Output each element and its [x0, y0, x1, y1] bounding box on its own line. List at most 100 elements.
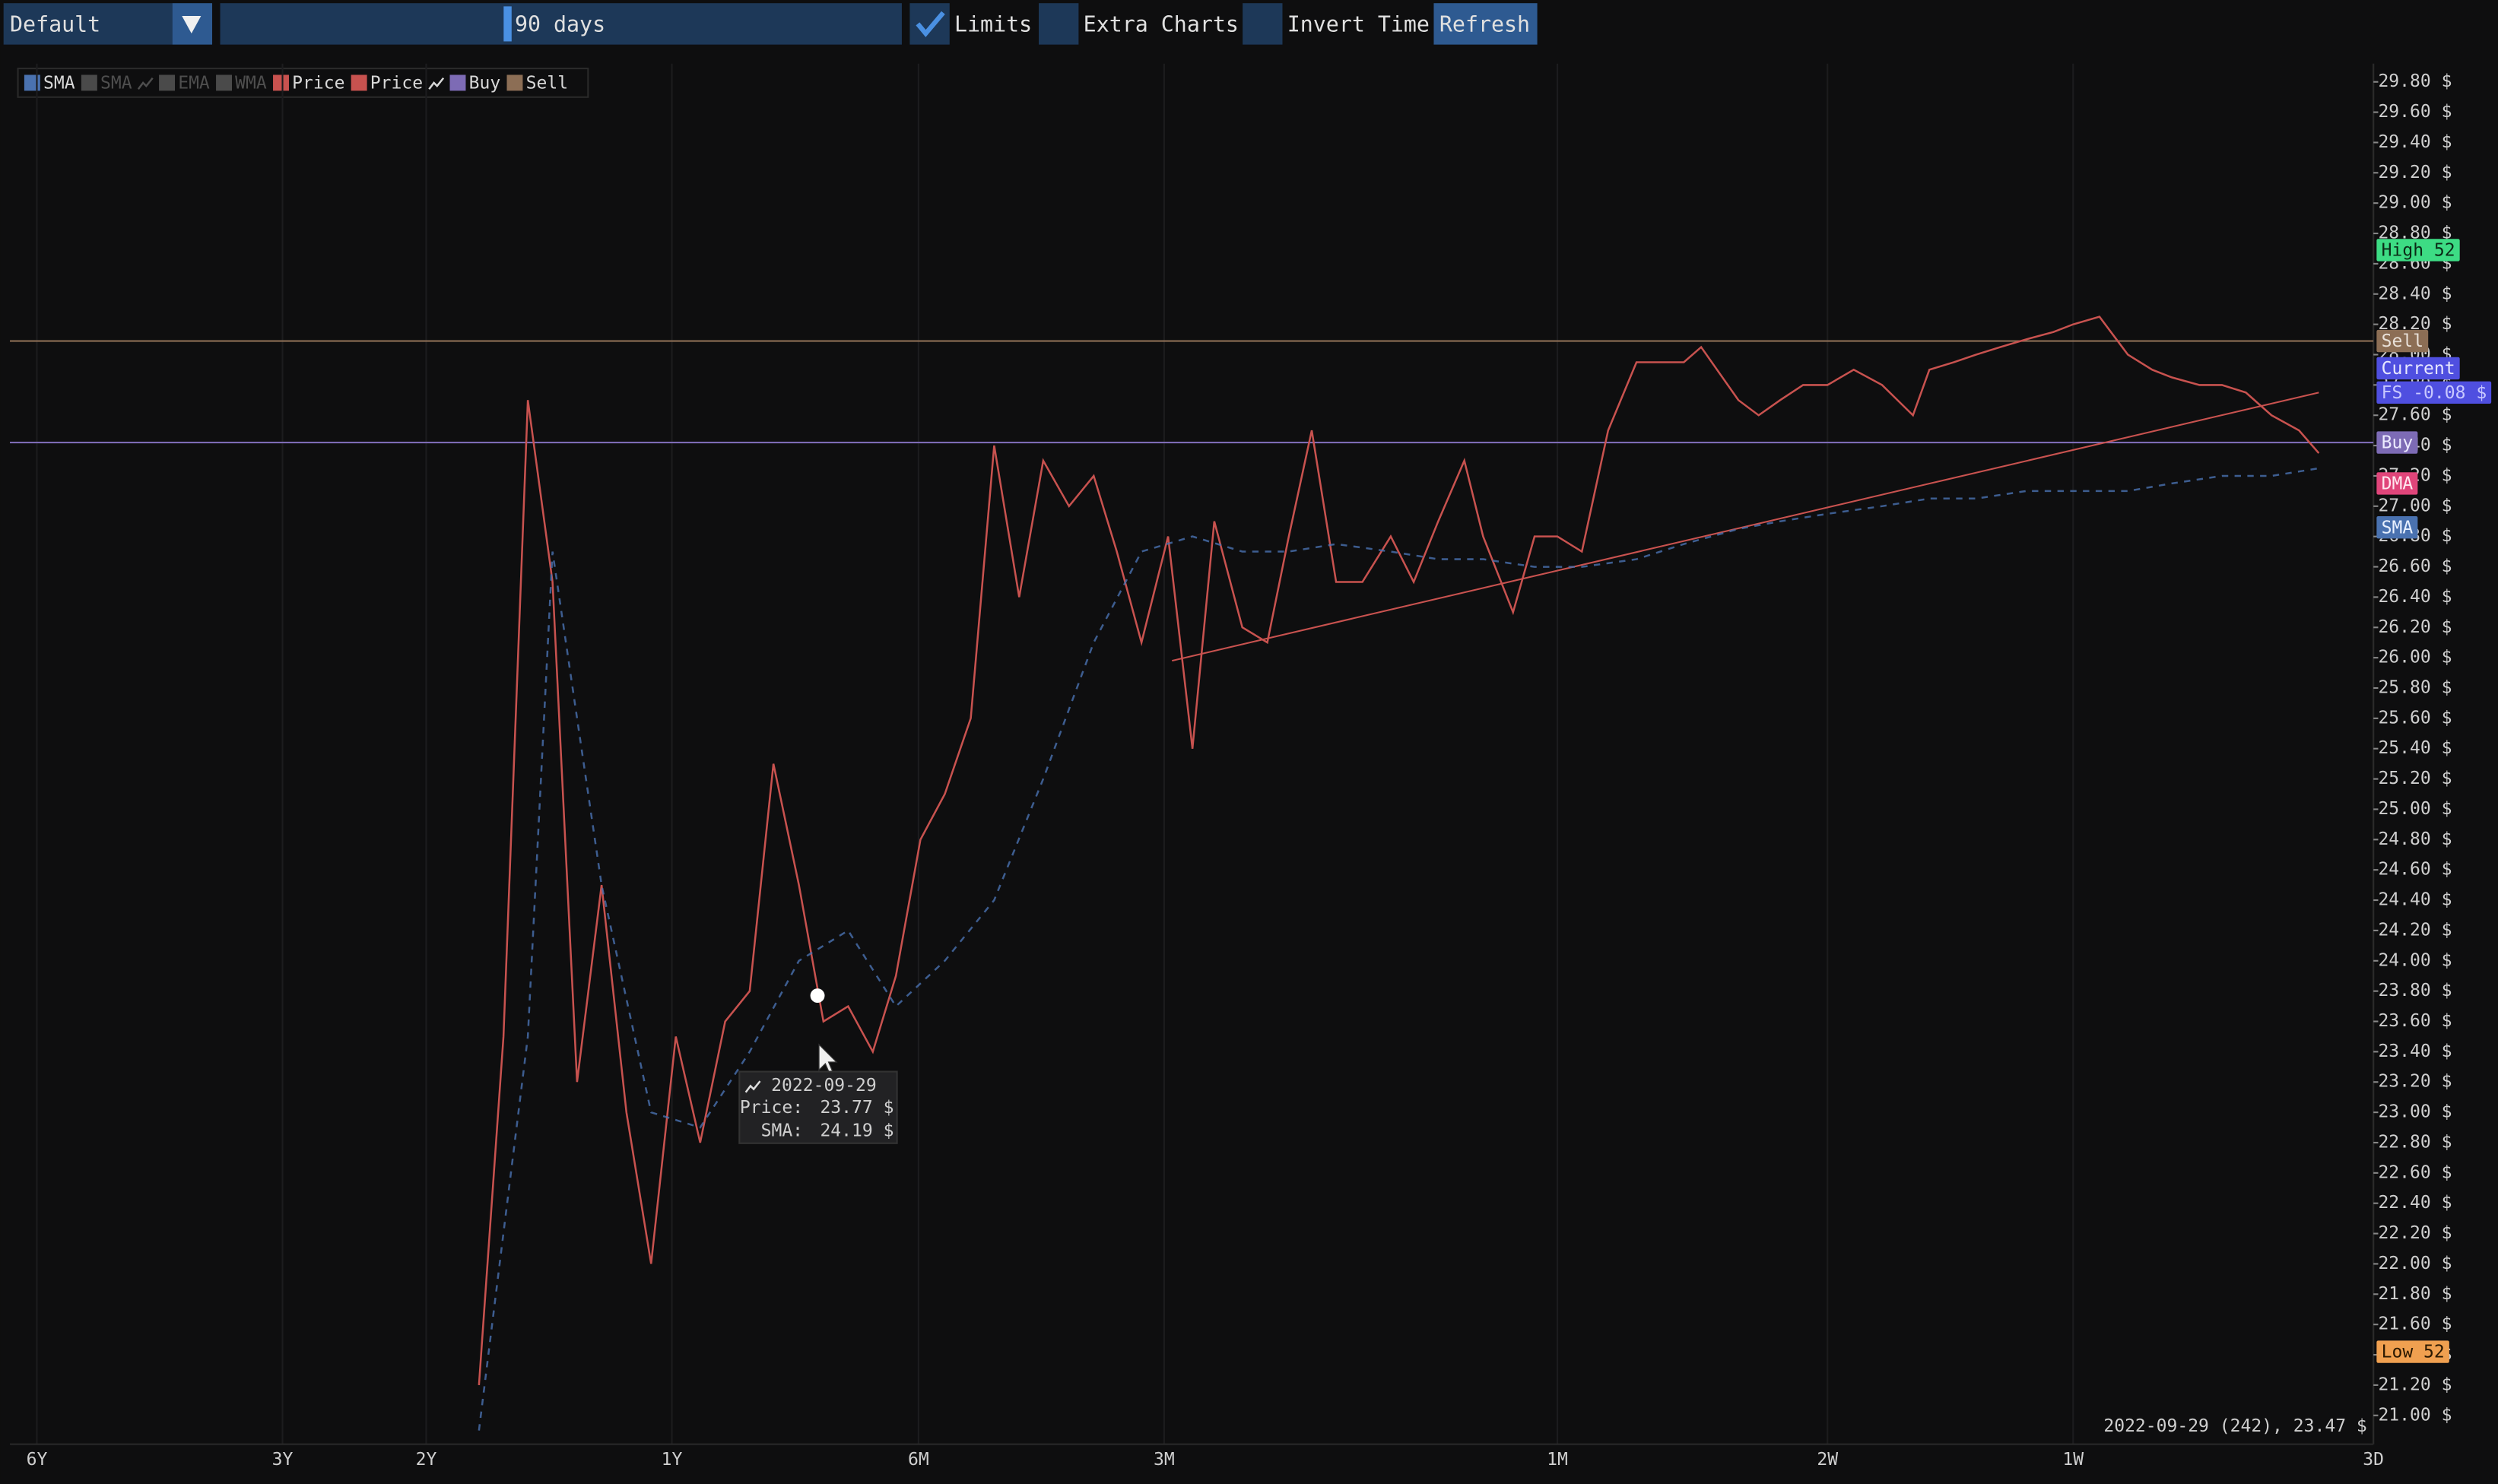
y-tick-label: 22.60 $ [2378, 1162, 2452, 1182]
refresh-button[interactable] [1433, 3, 1538, 45]
y-tick-label: 22.40 $ [2378, 1193, 2452, 1213]
y-tick-label: 27.60 $ [2378, 405, 2452, 425]
level-badge [2376, 329, 2429, 353]
series-line [478, 467, 2319, 1431]
y-tick-label: 24.60 $ [2378, 860, 2452, 880]
y-tick-label: 29.60 $ [2378, 102, 2452, 122]
y-tick-label: 25.00 $ [2378, 799, 2452, 819]
x-tick-label: 1Y [662, 1450, 683, 1470]
y-tick-label: 21.20 $ [2378, 1375, 2452, 1394]
x-tick-label: 1M [1547, 1450, 1568, 1470]
x-tick-label: 2W [1817, 1450, 1838, 1470]
legend-box [17, 68, 589, 98]
level-label: Sell [2382, 331, 2423, 351]
refresh-text: Refresh [1439, 12, 1530, 37]
y-tick-label: 21.80 $ [2378, 1284, 2452, 1304]
y-tick-label: 25.20 $ [2378, 769, 2452, 788]
legend-icon [428, 77, 445, 90]
legend-swatch[interactable] [81, 75, 97, 91]
legend-swatch[interactable] [159, 75, 176, 91]
tooltip-box [738, 1070, 898, 1144]
x-tick-label: 3Y [272, 1450, 294, 1470]
legend-swatch[interactable] [351, 75, 367, 91]
legend-label: SMA [43, 73, 75, 93]
x-tick-label: 3M [1154, 1450, 1175, 1470]
y-tick-label: 23.00 $ [2378, 1102, 2452, 1122]
range-text: 90 days [515, 12, 605, 37]
x-tick-label: 1W [2062, 1450, 2084, 1470]
legend-label: Price [292, 73, 344, 93]
checkbox[interactable] [1039, 3, 1079, 45]
checkbox[interactable] [909, 3, 950, 45]
hover-point [810, 988, 825, 1004]
y-tick-label: 29.40 $ [2378, 132, 2452, 152]
y-tick-label: 22.20 $ [2378, 1223, 2452, 1243]
legend-swatch[interactable] [449, 75, 466, 91]
y-tick-label: 25.40 $ [2378, 738, 2452, 758]
tooltip-title: 2022-09-29 [771, 1076, 877, 1096]
legend-label: Sell [526, 73, 568, 93]
y-tick-label: 23.80 $ [2378, 981, 2452, 1000]
y-tick-label: 23.60 $ [2378, 1011, 2452, 1031]
checkbox-label: Extra Charts [1084, 12, 1239, 37]
level-badge [2376, 239, 2460, 262]
level-badge [2376, 381, 2492, 404]
y-tick-label: 21.00 $ [2378, 1405, 2452, 1425]
legend-swatch[interactable] [273, 75, 289, 91]
level-label: High 52 [2382, 240, 2455, 260]
level-badge [2376, 516, 2418, 539]
x-tick-label: 2Y [416, 1450, 437, 1470]
legend-icon [137, 77, 154, 90]
y-tick-label: 23.40 $ [2378, 1042, 2452, 1061]
level-label: DMA [2382, 474, 2414, 493]
checkbox-label: Limits [954, 12, 1032, 37]
y-tick-label: 26.40 $ [2378, 587, 2452, 607]
legend-swatch[interactable] [506, 75, 523, 91]
preset-text: Default [10, 12, 100, 37]
series-line [478, 316, 2320, 1386]
tooltip-icon [744, 1080, 761, 1093]
legend-swatch[interactable] [24, 75, 40, 91]
slider-handle[interactable] [503, 6, 512, 42]
toolbar: Default 90 days Refresh [3, 3, 1538, 45]
check-mark [916, 11, 945, 37]
trend-line [1172, 392, 2319, 662]
y-tick-label: 26.00 $ [2378, 648, 2452, 667]
tooltip-row-name: SMA: [761, 1121, 803, 1141]
y-tick-label: 24.40 $ [2378, 890, 2452, 910]
y-tick-label: 21.60 $ [2378, 1314, 2452, 1334]
y-tick-label: 24.20 $ [2378, 920, 2452, 940]
tooltip-row-name: Price: [740, 1098, 803, 1118]
legend-label: Buy [469, 73, 501, 93]
checkbox[interactable] [1243, 3, 1283, 45]
x-tick-label: 6M [908, 1450, 929, 1470]
checkbox-label: Invert Time [1287, 12, 1430, 37]
legend-label: EMA [178, 73, 210, 93]
y-tick-label: 25.80 $ [2378, 678, 2452, 698]
tooltip-row-value: 23.77 $ [820, 1098, 894, 1118]
level-label: FS -0.08 $ [2382, 383, 2487, 403]
level-label: Low 52 [2382, 1343, 2445, 1362]
legend-swatch[interactable] [216, 75, 233, 91]
y-tick-label: 26.20 $ [2378, 617, 2452, 637]
level-badge [2376, 431, 2418, 454]
range-slider[interactable] [220, 3, 902, 45]
y-tick-label: 28.40 $ [2378, 284, 2452, 303]
tooltip-row-value: 24.19 $ [820, 1121, 894, 1141]
level-badge [2376, 472, 2418, 495]
preset-dropdown[interactable] [3, 3, 173, 45]
status-text: 2022-09-29 (242), 23.47 $ [2103, 1416, 2366, 1436]
y-tick-label: 29.80 $ [2378, 71, 2452, 91]
y-tick-label: 24.00 $ [2378, 950, 2452, 970]
level-badge [2376, 1340, 2449, 1363]
y-tick-label: 29.00 $ [2378, 193, 2452, 213]
y-tick-label: 24.80 $ [2378, 829, 2452, 849]
legend-label: WMA [235, 73, 267, 93]
y-tick-label: 25.60 $ [2378, 708, 2452, 728]
legend-label: SMA [100, 73, 132, 93]
y-tick-label: 26.60 $ [2378, 556, 2452, 576]
